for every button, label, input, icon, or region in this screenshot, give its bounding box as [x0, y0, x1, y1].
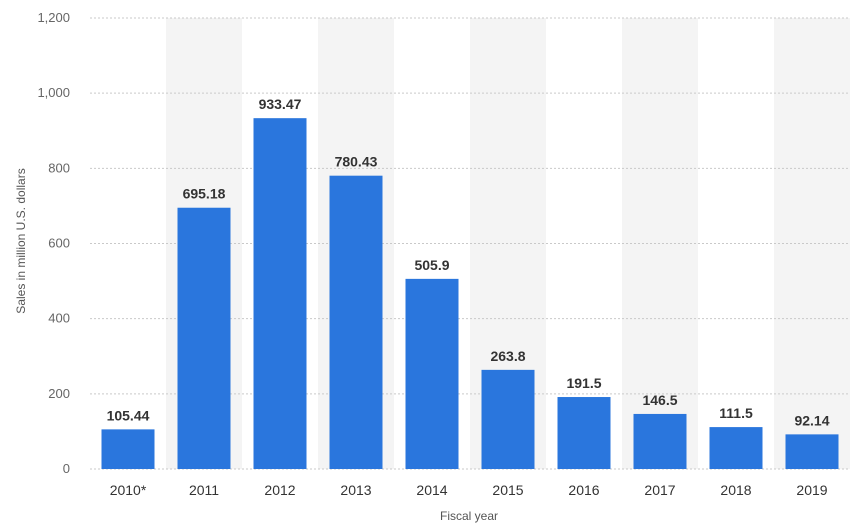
- bar-value-label: 92.14: [794, 412, 829, 428]
- bar-value-label: 780.43: [335, 154, 378, 170]
- y-axis-title: Sales in million U.S. dollars: [14, 168, 28, 313]
- x-tick-label: 2017: [644, 482, 675, 498]
- bar: [405, 278, 459, 469]
- bar: [101, 429, 155, 469]
- bar-value-label: 933.47: [259, 96, 302, 112]
- bar-value-label: 146.5: [642, 392, 677, 408]
- x-tick-label: 2016: [568, 482, 599, 498]
- x-tick-label: 2013: [340, 482, 371, 498]
- x-tick-label: 2015: [492, 482, 523, 498]
- x-axis-title: Fiscal year: [440, 509, 498, 523]
- bar-value-label: 695.18: [183, 186, 226, 202]
- bar: [329, 175, 383, 469]
- bar: [633, 413, 687, 469]
- bars: [101, 118, 839, 469]
- bar: [785, 434, 839, 469]
- x-tick-label: 2012: [264, 482, 295, 498]
- y-tick-label: 1,000: [37, 85, 70, 100]
- x-tick-label: 2011: [189, 482, 219, 498]
- bar-value-labels: 105.44 695.18 933.47 780.43 505.9 263.8 191.5 1…: [107, 96, 830, 428]
- y-tick-label: 400: [48, 311, 70, 326]
- bar-value-label: 191.5: [566, 375, 601, 391]
- bar: [481, 369, 535, 469]
- y-tick-label: 600: [48, 236, 70, 251]
- y-tick-label: 200: [48, 386, 70, 401]
- y-tick-label: 800: [48, 160, 70, 175]
- x-tick-label: 2018: [720, 482, 751, 498]
- x-axis-ticks: 2010* 2011 2012 2013 2014 2015 2016 2017 2018 201…: [110, 482, 828, 498]
- bar-value-label: 105.44: [107, 407, 150, 423]
- x-tick-label: 2014: [416, 482, 447, 498]
- y-tick-label: 1,200: [37, 10, 70, 25]
- bar: [557, 397, 611, 469]
- x-tick-label: 2019: [796, 482, 827, 498]
- bar: [253, 118, 307, 469]
- bar-value-label: 263.8: [490, 348, 525, 364]
- y-axis-ticks: 0 200 400 600 800 1,000 1,200: [37, 10, 70, 476]
- bar-value-label: 111.5: [719, 405, 753, 421]
- x-tick-label: 2010*: [110, 482, 147, 498]
- bar-value-label: 505.9: [414, 257, 449, 273]
- bar: [177, 207, 231, 469]
- bar: [709, 427, 763, 469]
- y-tick-label: 0: [63, 461, 70, 476]
